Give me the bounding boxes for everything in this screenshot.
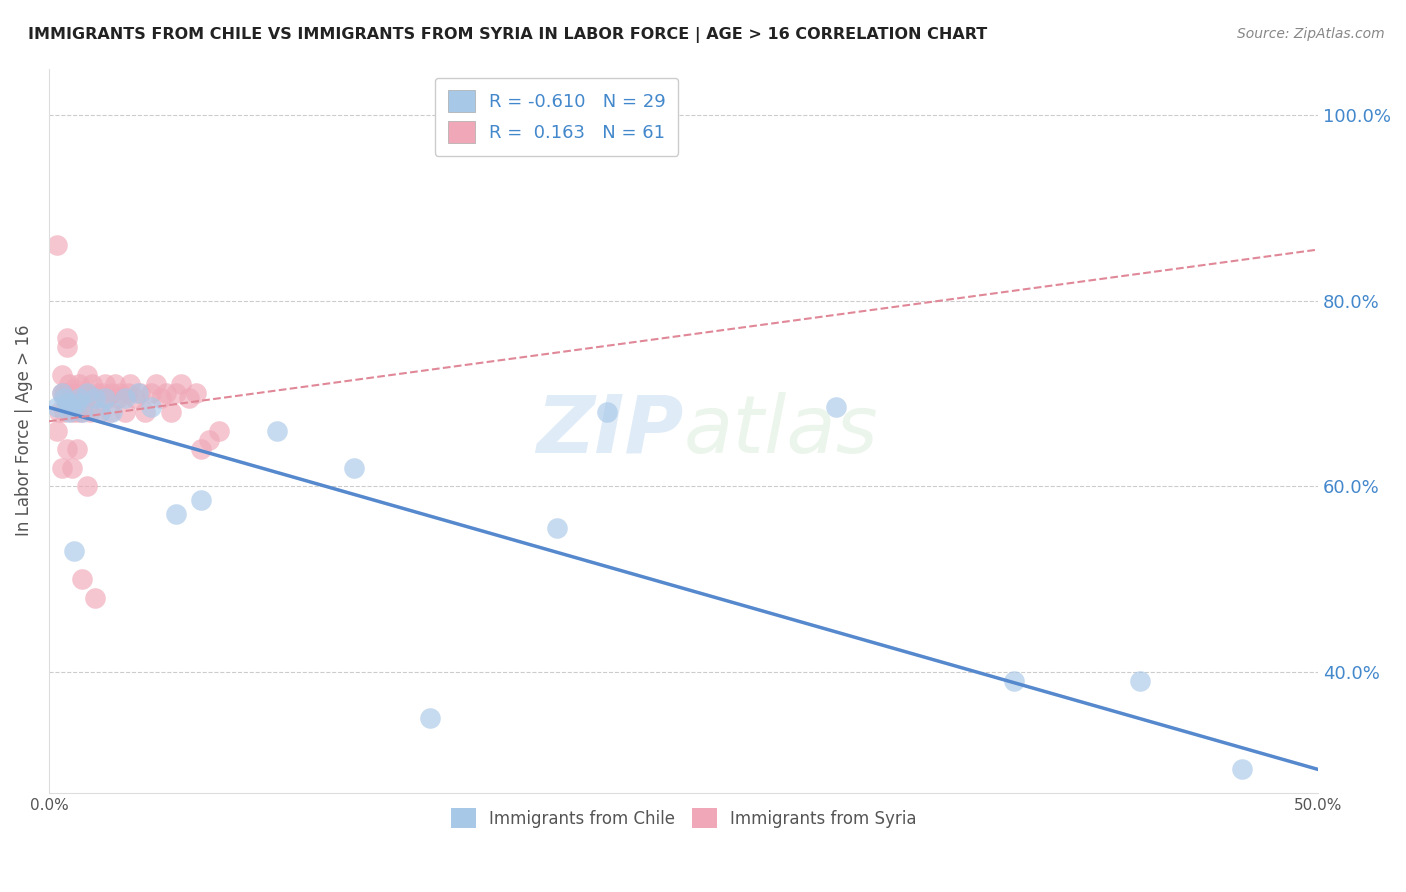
Point: [45, 238, 67, 252]
Point: [63, 544, 86, 558]
Text: ZIP: ZIP: [536, 392, 683, 469]
Point: [76, 479, 98, 493]
Point: [190, 442, 212, 457]
Point: [45, 424, 67, 438]
Point: [120, 377, 142, 392]
Point: [53, 405, 76, 419]
Point: [186, 386, 208, 401]
Point: [94, 391, 117, 405]
Point: [63, 395, 86, 409]
Point: [145, 377, 167, 392]
Point: [51, 386, 73, 401]
Point: [58, 395, 80, 409]
Point: [134, 405, 156, 419]
Point: [89, 405, 111, 419]
Point: [98, 405, 121, 419]
Point: [60, 460, 83, 475]
Text: atlas: atlas: [683, 392, 879, 469]
Point: [266, 424, 288, 438]
Point: [83, 591, 105, 605]
Point: [51, 386, 73, 401]
Point: [66, 386, 89, 401]
Point: [66, 395, 89, 409]
Point: [55, 395, 77, 409]
Point: [129, 386, 152, 401]
Point: [190, 493, 212, 508]
Point: [76, 368, 98, 382]
Point: [94, 377, 117, 392]
Point: [53, 386, 76, 401]
Point: [149, 391, 172, 405]
Point: [73, 391, 96, 405]
Point: [58, 405, 80, 419]
Point: [101, 386, 124, 401]
Point: [546, 521, 568, 535]
Point: [177, 391, 200, 405]
Point: [198, 433, 221, 447]
Point: [51, 368, 73, 382]
Y-axis label: In Labor Force | Age > 16: In Labor Force | Age > 16: [15, 325, 32, 536]
Point: [114, 405, 136, 419]
Point: [82, 377, 104, 392]
Point: [96, 391, 118, 405]
Point: [79, 405, 101, 419]
Point: [165, 386, 187, 401]
Point: [60, 401, 83, 415]
Point: [124, 391, 146, 405]
Point: [139, 401, 162, 415]
Point: [159, 405, 181, 419]
Point: [67, 391, 90, 405]
Point: [60, 405, 83, 419]
Point: [101, 405, 124, 419]
Point: [83, 391, 105, 405]
Point: [139, 386, 162, 401]
Point: [76, 386, 98, 401]
Point: [53, 391, 76, 405]
Point: [419, 711, 441, 725]
Point: [208, 424, 231, 438]
Point: [67, 377, 90, 392]
Point: [55, 340, 77, 354]
Point: [70, 405, 93, 419]
Point: [70, 405, 93, 419]
Point: [596, 405, 619, 419]
Point: [60, 386, 83, 401]
Point: [107, 391, 129, 405]
Point: [127, 386, 149, 401]
Point: [76, 386, 98, 401]
Point: [55, 442, 77, 457]
Point: [108, 386, 131, 401]
Point: [51, 460, 73, 475]
Point: [342, 460, 364, 475]
Point: [104, 377, 127, 392]
Point: [48, 405, 70, 419]
Point: [63, 382, 86, 396]
Point: [824, 401, 846, 415]
Point: [91, 386, 114, 401]
Point: [155, 386, 177, 401]
Point: [67, 391, 90, 405]
Legend: Immigrants from Chile, Immigrants from Syria: Immigrants from Chile, Immigrants from S…: [444, 801, 924, 835]
Point: [58, 377, 80, 392]
Point: [45, 401, 67, 415]
Point: [86, 386, 108, 401]
Point: [66, 442, 89, 457]
Point: [1129, 674, 1152, 689]
Point: [117, 386, 139, 401]
Text: Source: ZipAtlas.com: Source: ZipAtlas.com: [1237, 27, 1385, 41]
Point: [1230, 763, 1253, 777]
Point: [83, 391, 105, 405]
Text: IMMIGRANTS FROM CHILE VS IMMIGRANTS FROM SYRIA IN LABOR FORCE | AGE > 16 CORRELA: IMMIGRANTS FROM CHILE VS IMMIGRANTS FROM…: [28, 27, 987, 43]
Point: [70, 572, 93, 586]
Point: [165, 507, 187, 521]
Point: [1002, 674, 1025, 689]
Point: [66, 405, 89, 419]
Point: [170, 377, 193, 392]
Point: [114, 391, 136, 405]
Point: [55, 331, 77, 345]
Point: [89, 405, 111, 419]
